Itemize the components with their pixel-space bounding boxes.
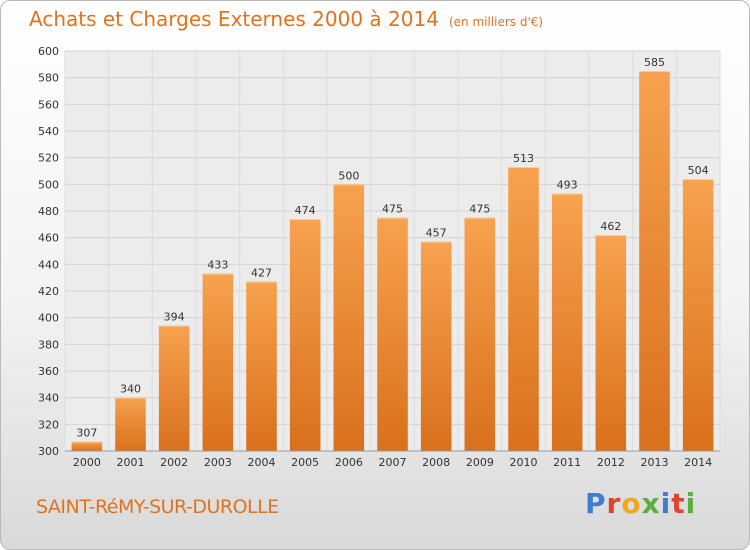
value-label-2007: 475 [382, 203, 403, 216]
x-tick-label-2005: 2005 [291, 456, 319, 469]
logo-letter: r [606, 487, 622, 520]
proxiti-logo: Proxiti [585, 487, 696, 520]
logo-letter: i [660, 487, 672, 520]
y-tick-label: 520 [38, 152, 59, 165]
axes: 300 320 340 360 380 400 420 440 460 480 500 520 540 5… [38, 45, 720, 469]
bar-2002 [158, 325, 190, 451]
chart-unit-label: (en milliers d'€) [448, 15, 544, 29]
bar-2004 [246, 281, 277, 451]
y-tick-label: 500 [38, 178, 59, 191]
logo-letter: i [685, 487, 697, 520]
bar-2014 [682, 179, 714, 451]
value-label-2012: 462 [600, 220, 621, 233]
bar-2012 [595, 235, 627, 451]
x-tick-label-2009: 2009 [466, 456, 494, 469]
y-tick-label: 340 [38, 392, 59, 405]
y-tick-label: 460 [38, 232, 59, 245]
value-label-2004: 427 [251, 267, 272, 280]
bar-2011 [551, 193, 583, 451]
value-label-2003: 433 [207, 259, 228, 272]
y-tick-label: 580 [38, 72, 59, 85]
value-label-2013: 585 [644, 56, 665, 69]
x-tick-label-2014: 2014 [684, 456, 712, 469]
bar-2009 [464, 217, 496, 451]
value-label-2009: 475 [469, 203, 490, 216]
x-tick-label-2013: 2013 [641, 456, 669, 469]
x-tick-label-2000: 2000 [73, 456, 101, 469]
bar-2013 [639, 71, 670, 451]
y-tick-label: 360 [38, 365, 59, 378]
x-tick-label-2004: 2004 [248, 456, 276, 469]
y-tick-label: 320 [38, 418, 59, 431]
x-tick-label-2006: 2006 [335, 456, 363, 469]
value-label-2010: 513 [513, 152, 534, 165]
value-label-2011: 493 [557, 179, 578, 192]
x-tick-label-2003: 2003 [204, 456, 232, 469]
y-tick-label: 480 [38, 205, 59, 218]
logo-letter: t [671, 487, 686, 520]
bar-2000 [71, 441, 103, 451]
logo-letter: P [585, 487, 607, 520]
value-label-2008: 457 [426, 227, 447, 240]
y-tick-label: 560 [38, 98, 59, 111]
logo-letter: x [641, 487, 661, 520]
x-tick-label-2007: 2007 [379, 456, 407, 469]
y-tick-label: 420 [38, 285, 59, 298]
bars: 307 340 394 433 427 474 500 475 457 475 513 493 462 5… [71, 56, 714, 452]
logo-letter: o [621, 487, 642, 520]
city-name: SAINT-RéMY-SUR-DUROLLE [36, 496, 279, 518]
value-label-2002: 394 [164, 311, 185, 324]
bar-2008 [420, 241, 452, 451]
x-tick-label-2008: 2008 [422, 456, 450, 469]
value-label-2001: 340 [120, 383, 141, 396]
value-label-2000: 307 [76, 427, 97, 440]
value-label-2005: 474 [295, 204, 316, 217]
x-tick-label-2010: 2010 [510, 456, 538, 469]
value-label-2014: 504 [688, 164, 709, 177]
bar-2005 [289, 219, 321, 451]
chart-title: Achats et Charges Externes 2000 à 2014 (e… [29, 7, 543, 31]
bar-2003 [202, 273, 234, 451]
bar-2006 [333, 184, 365, 452]
bar-2010 [508, 167, 539, 451]
x-tick-label-2011: 2011 [553, 456, 581, 469]
chart-title-text: Achats et Charges Externes 2000 à 2014 [29, 7, 439, 31]
y-tick-label: 540 [38, 125, 59, 138]
y-tick-label: 440 [38, 258, 59, 271]
bar-2007 [377, 217, 408, 451]
x-tick-label-2002: 2002 [160, 456, 188, 469]
x-tick-label-2012: 2012 [597, 456, 625, 469]
y-tick-label: 380 [38, 338, 59, 351]
value-label-2006: 500 [338, 169, 359, 182]
x-tick-label-2001: 2001 [117, 456, 145, 469]
y-tick-label: 400 [38, 312, 59, 325]
bar-2001 [115, 397, 146, 451]
y-tick-label: 300 [38, 445, 59, 458]
y-tick-label: 600 [38, 45, 59, 58]
